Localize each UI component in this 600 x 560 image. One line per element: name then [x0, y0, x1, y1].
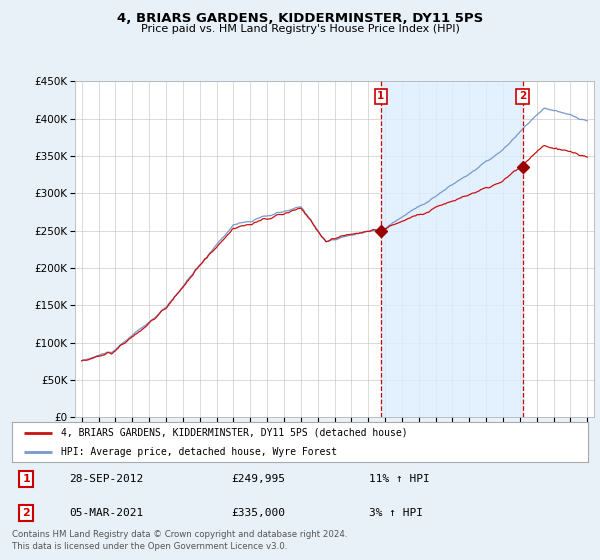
Bar [381, 81, 523, 417]
Text: 2: 2 [519, 91, 526, 101]
Text: 28-SEP-2012: 28-SEP-2012 [70, 474, 144, 484]
Text: £335,000: £335,000 [231, 508, 285, 518]
Text: 1: 1 [23, 474, 30, 484]
Text: £249,995: £249,995 [231, 474, 285, 484]
Text: 11% ↑ HPI: 11% ↑ HPI [369, 474, 430, 484]
Text: This data is licensed under the Open Government Licence v3.0.: This data is licensed under the Open Gov… [12, 542, 287, 551]
Text: 3% ↑ HPI: 3% ↑ HPI [369, 508, 423, 518]
Text: 05-MAR-2021: 05-MAR-2021 [70, 508, 144, 518]
Text: Contains HM Land Registry data © Crown copyright and database right 2024.: Contains HM Land Registry data © Crown c… [12, 530, 347, 539]
Text: 1: 1 [377, 91, 385, 101]
Text: 2: 2 [23, 508, 30, 518]
Text: 4, BRIARS GARDENS, KIDDERMINSTER, DY11 5PS (detached house): 4, BRIARS GARDENS, KIDDERMINSTER, DY11 5… [61, 428, 407, 437]
Text: Price paid vs. HM Land Registry's House Price Index (HPI): Price paid vs. HM Land Registry's House … [140, 24, 460, 34]
Text: HPI: Average price, detached house, Wyre Forest: HPI: Average price, detached house, Wyre… [61, 447, 337, 457]
Text: 4, BRIARS GARDENS, KIDDERMINSTER, DY11 5PS: 4, BRIARS GARDENS, KIDDERMINSTER, DY11 5… [117, 12, 483, 25]
